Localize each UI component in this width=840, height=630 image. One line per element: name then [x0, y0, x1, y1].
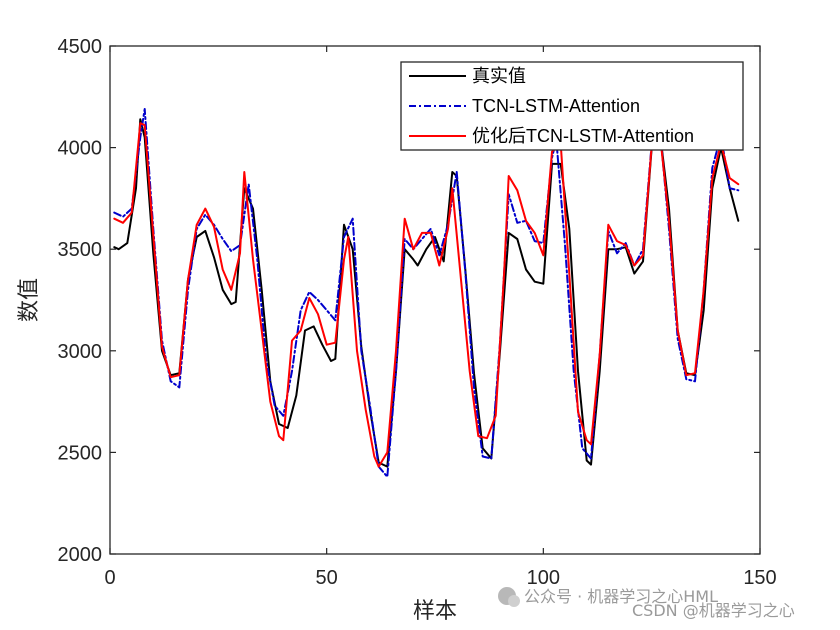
x-tick-label: 150 [743, 567, 776, 589]
legend-label-optimized-tcn-lstm-attention: 优化后TCN-LSTM-Attention [472, 126, 694, 146]
y-tick-label: 3000 [58, 341, 103, 363]
watermark: 公众号 · 机器学习之心HML CSDN @机器学习之心 [498, 587, 795, 620]
watermark-line-2: CSDN @机器学习之心 [632, 601, 795, 620]
legend-samples [409, 75, 466, 137]
plot-area-frame [109, 45, 761, 555]
y-tick-label: 2000 [58, 544, 103, 566]
legend: 真实值 TCN-LSTM-Attention 优化后TCN-LSTM-Atten… [400, 61, 744, 151]
x-axis-title: 样本 [413, 599, 457, 624]
x-tick-label: 100 [527, 567, 560, 589]
y-tick-label: 4000 [58, 138, 103, 160]
series-layer [113, 108, 740, 478]
legend-label-tcn-lstm-attention: TCN-LSTM-Attention [472, 96, 640, 116]
tick-labels: 0 50 100 150 2000 2500 3000 3500 4000 4500 [58, 36, 777, 589]
series-line-0 [113, 118, 740, 468]
wechat-icon-bubble [508, 595, 520, 607]
y-axis-title: 数值 [17, 278, 42, 322]
ticks-layer [109, 45, 761, 555]
x-tick-label: 50 [316, 567, 338, 589]
watermark-line-1: 公众号 · 机器学习之心HML [524, 587, 718, 606]
legend-label-true-value: 真实值 [472, 66, 526, 86]
y-tick-label: 4500 [58, 36, 103, 58]
y-tick-label: 2500 [58, 442, 103, 464]
series-line-2 [113, 122, 740, 468]
x-tick-label: 0 [104, 567, 115, 589]
y-tick-label: 3500 [58, 239, 103, 261]
